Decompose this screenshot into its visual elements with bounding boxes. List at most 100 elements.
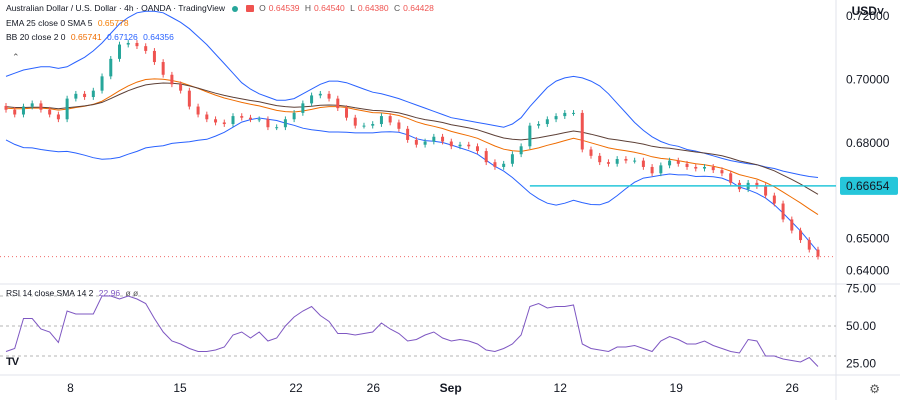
candle-body bbox=[702, 166, 706, 169]
price-tick-label: 0.65000 bbox=[846, 231, 890, 245]
candle-body bbox=[799, 230, 803, 241]
candle-body bbox=[545, 119, 549, 125]
candle-body bbox=[257, 119, 261, 121]
legend-main: Australian Dollar / U.S. Dollar · 4h · O… bbox=[6, 3, 437, 13]
candle-body bbox=[668, 160, 672, 166]
bb-lower-value: 0.64356 bbox=[143, 32, 174, 42]
gear-icon[interactable]: ⚙ bbox=[869, 382, 880, 396]
price-tick-label: 0.66654 bbox=[846, 179, 890, 193]
candle-body bbox=[563, 112, 567, 117]
rsi-value: 22.96 bbox=[98, 288, 121, 298]
candle-body bbox=[502, 163, 506, 167]
candle-body bbox=[633, 160, 637, 162]
ohlc-low-label: L bbox=[350, 3, 355, 13]
candle-body bbox=[266, 119, 270, 128]
candle-body bbox=[615, 159, 619, 164]
bb-lower-line bbox=[5, 117, 819, 253]
candle-body bbox=[519, 146, 523, 155]
collapse-legend-icon[interactable]: ⌃ bbox=[12, 52, 20, 62]
time-tick-label: 8 bbox=[67, 381, 74, 395]
candle-body bbox=[152, 50, 156, 63]
candle-body bbox=[240, 116, 244, 118]
candle-body bbox=[406, 128, 410, 140]
candle-body bbox=[589, 149, 593, 156]
candle-body bbox=[144, 46, 148, 51]
candle-body bbox=[65, 98, 69, 120]
ohlc-close: 0.64428 bbox=[403, 3, 434, 13]
candle-body bbox=[214, 119, 218, 123]
candle-body bbox=[318, 93, 322, 96]
candle-body bbox=[441, 136, 445, 142]
candle-body bbox=[301, 103, 305, 113]
legend-rsi: RSI 14 close SMA 14 2 22.96 ø ø bbox=[6, 288, 141, 298]
rsi-line bbox=[5, 295, 819, 367]
candle-body bbox=[118, 44, 122, 59]
candle-body bbox=[458, 144, 462, 147]
price-tick-label: 0.68000 bbox=[846, 136, 890, 150]
bb-middle-line bbox=[5, 78, 819, 216]
candle-body bbox=[528, 125, 532, 147]
time-tick-label: 22 bbox=[289, 381, 303, 395]
price-tick-label: 0.70000 bbox=[846, 73, 890, 87]
candle-body bbox=[641, 160, 645, 167]
candle-body bbox=[170, 74, 174, 85]
candle-body bbox=[720, 170, 724, 174]
ema-title[interactable]: EMA 25 close 0 SMA 5 bbox=[6, 18, 93, 28]
bb-mid-value: 0.65741 bbox=[70, 32, 102, 42]
candle-body bbox=[432, 136, 436, 142]
ohlc-open: 0.64539 bbox=[268, 3, 300, 13]
legend-ema: EMA 25 close 0 SMA 5 0.65778 bbox=[6, 18, 132, 28]
currency-selector[interactable]: USD˅ bbox=[852, 4, 884, 18]
candle-body bbox=[580, 112, 584, 150]
candle-body bbox=[100, 76, 104, 91]
time-tick-label: 26 bbox=[367, 381, 381, 395]
tradingview-logo[interactable]: TV bbox=[6, 356, 19, 368]
rsi-tick-label: 75.00 bbox=[846, 282, 876, 296]
candle-body bbox=[310, 95, 314, 104]
candle-body bbox=[126, 42, 130, 45]
candle-body bbox=[13, 109, 17, 115]
price-label-highlight bbox=[840, 176, 898, 195]
candle-body bbox=[650, 166, 654, 174]
candle-body bbox=[179, 84, 183, 91]
symbol-title[interactable]: Australian Dollar / U.S. Dollar · 4h · O… bbox=[6, 3, 226, 13]
candle-body bbox=[362, 125, 366, 127]
flag-icon[interactable] bbox=[245, 5, 254, 13]
candle-body bbox=[283, 119, 287, 128]
candle-body bbox=[30, 103, 34, 107]
ohlc-high: 0.64540 bbox=[314, 3, 345, 13]
candle-body bbox=[21, 106, 25, 115]
candle-body bbox=[397, 122, 401, 129]
candle-body bbox=[353, 117, 357, 126]
candle-body bbox=[816, 249, 820, 257]
candle-body bbox=[729, 173, 733, 183]
candle-body bbox=[388, 116, 392, 123]
bb-title[interactable]: BB 20 close 2 0 bbox=[6, 32, 66, 42]
candle-body bbox=[91, 90, 95, 98]
candle-body bbox=[572, 112, 576, 114]
bb-upper-line bbox=[5, 10, 819, 178]
candle-body bbox=[711, 166, 715, 171]
ema-line bbox=[5, 82, 819, 195]
candle-body bbox=[327, 93, 331, 99]
candle-body bbox=[449, 141, 453, 147]
rsi-tick-label: 50.00 bbox=[846, 319, 876, 333]
candle-body bbox=[694, 166, 698, 169]
candle-body bbox=[807, 240, 811, 250]
candle-body bbox=[275, 127, 279, 129]
candle-body bbox=[248, 117, 252, 120]
candle-body bbox=[598, 155, 602, 163]
rsi-title[interactable]: RSI 14 close SMA 14 2 bbox=[6, 288, 94, 298]
candle-body bbox=[292, 112, 296, 120]
candle-body bbox=[606, 162, 610, 164]
candle-body bbox=[231, 116, 235, 125]
time-tick-label: 19 bbox=[670, 381, 684, 395]
candle-body bbox=[345, 108, 349, 118]
candle-body bbox=[685, 163, 689, 167]
currency-label: USD bbox=[851, 4, 877, 18]
bb-upper-value: 0.67126 bbox=[107, 32, 138, 42]
candle-body bbox=[109, 58, 113, 77]
time-tick-label: 12 bbox=[554, 381, 568, 395]
